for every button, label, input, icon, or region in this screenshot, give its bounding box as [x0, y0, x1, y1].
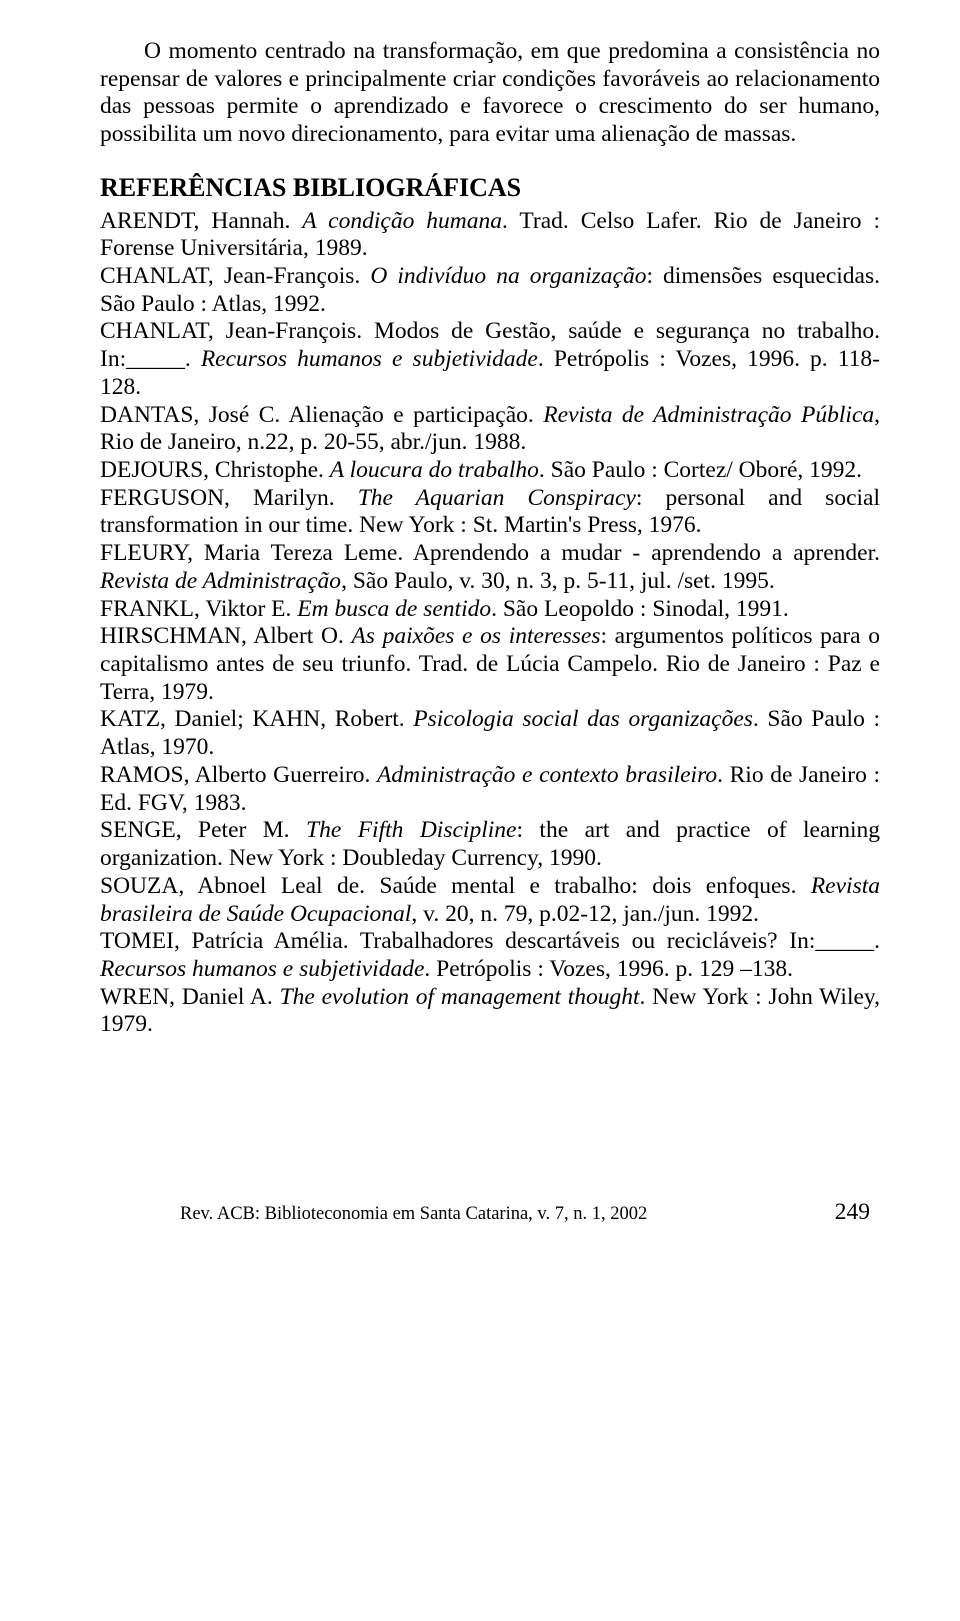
- ref-title: O indivíduo na organização: [370, 263, 646, 289]
- ref-title: Recursos humanos e subjetividade: [201, 346, 538, 372]
- ref-text: SENGE, Peter M.: [100, 817, 306, 843]
- ref-text: CHANLAT, Jean-François.: [100, 263, 370, 289]
- ref-text: . São Leopoldo : Sinodal, 1991.: [491, 596, 789, 622]
- page-footer: Rev. ACB: Biblioteconomia em Santa Catar…: [100, 1199, 880, 1227]
- ref-item: HIRSCHMAN, Albert O. As paixões e os int…: [100, 623, 880, 706]
- ref-title: Administração e contexto brasileiro: [377, 762, 717, 788]
- ref-text: . Petrópolis : Vozes, 1996. p. 129 –138.: [424, 956, 793, 982]
- ref-text: HIRSCHMAN, Albert O.: [100, 623, 351, 649]
- ref-item: FLEURY, Maria Tereza Leme. Aprendendo a …: [100, 540, 880, 595]
- ref-text: FRANKL, Viktor E.: [100, 596, 297, 622]
- ref-item: ARENDT, Hannah. A condição humana. Trad.…: [100, 208, 880, 263]
- ref-text: SOUZA, Abnoel Leal de. Saúde mental e tr…: [100, 873, 811, 899]
- ref-title: The evolution of management thought: [280, 984, 640, 1010]
- ref-item: RAMOS, Alberto Guerreiro. Administração …: [100, 762, 880, 817]
- ref-text: FERGUSON, Marilyn.: [100, 485, 358, 511]
- ref-text: TOMEI, Patrícia Amélia. Trabalhadores de…: [100, 928, 880, 954]
- ref-item: FRANKL, Viktor E. Em busca de sentido. S…: [100, 596, 880, 624]
- ref-item: DEJOURS, Christophe. A loucura do trabal…: [100, 457, 880, 485]
- ref-item: DANTAS, José C. Alienação e participação…: [100, 402, 880, 457]
- ref-text: DANTAS, José C. Alienação e participação…: [100, 402, 543, 428]
- references-heading: REFERÊNCIAS BIBLIOGRÁFICAS: [100, 173, 880, 204]
- ref-text: DEJOURS, Christophe.: [100, 457, 330, 483]
- ref-item: TOMEI, Patrícia Amélia. Trabalhadores de…: [100, 928, 880, 983]
- ref-title: A condição humana: [302, 208, 502, 234]
- ref-text: RAMOS, Alberto Guerreiro.: [100, 762, 377, 788]
- ref-title: As paixões e os interesses: [351, 623, 600, 649]
- ref-title: Revista de Administração: [100, 568, 341, 594]
- ref-item: CHANLAT, Jean-François. Modos de Gestão,…: [100, 318, 880, 401]
- intro-paragraph: O momento centrado na transformação, em …: [100, 38, 880, 149]
- ref-text: FLEURY, Maria Tereza Leme. Aprendendo a …: [100, 540, 880, 566]
- ref-text: , v. 20, n. 79, p.02-12, jan./jun. 1992.: [411, 901, 759, 927]
- ref-item: CHANLAT, Jean-François. O indivíduo na o…: [100, 263, 880, 318]
- footer-citation: Rev. ACB: Biblioteconomia em Santa Catar…: [180, 1204, 647, 1226]
- ref-title: Revista de Administração Pública: [543, 402, 874, 428]
- ref-item: SOUZA, Abnoel Leal de. Saúde mental e tr…: [100, 873, 880, 928]
- references-list: ARENDT, Hannah. A condição humana. Trad.…: [100, 208, 880, 1040]
- ref-title: Recursos humanos e subjetividade: [100, 956, 424, 982]
- ref-title: Psicologia social das organizações: [413, 706, 753, 732]
- ref-text: . São Paulo : Cortez/ Oboré, 1992.: [539, 457, 862, 483]
- ref-item: WREN, Daniel A. The evolution of managem…: [100, 984, 880, 1039]
- ref-text: ARENDT, Hannah.: [100, 208, 302, 234]
- ref-title: The Aquarian Conspiracy: [358, 485, 636, 511]
- ref-item: FERGUSON, Marilyn. The Aquarian Conspira…: [100, 485, 880, 540]
- ref-item: KATZ, Daniel; KAHN, Robert. Psicologia s…: [100, 706, 880, 761]
- page-number: 249: [835, 1199, 870, 1227]
- ref-text: WREN, Daniel A.: [100, 984, 280, 1010]
- ref-title: The Fifth Discipline: [306, 817, 516, 843]
- ref-text: KATZ, Daniel; KAHN, Robert.: [100, 706, 413, 732]
- ref-title: A loucura do trabalho: [330, 457, 539, 483]
- ref-title: Em busca de sentido: [297, 596, 491, 622]
- ref-item: SENGE, Peter M. The Fifth Discipline: th…: [100, 817, 880, 872]
- ref-text: , São Paulo, v. 30, n. 3, p. 5-11, jul. …: [341, 568, 775, 594]
